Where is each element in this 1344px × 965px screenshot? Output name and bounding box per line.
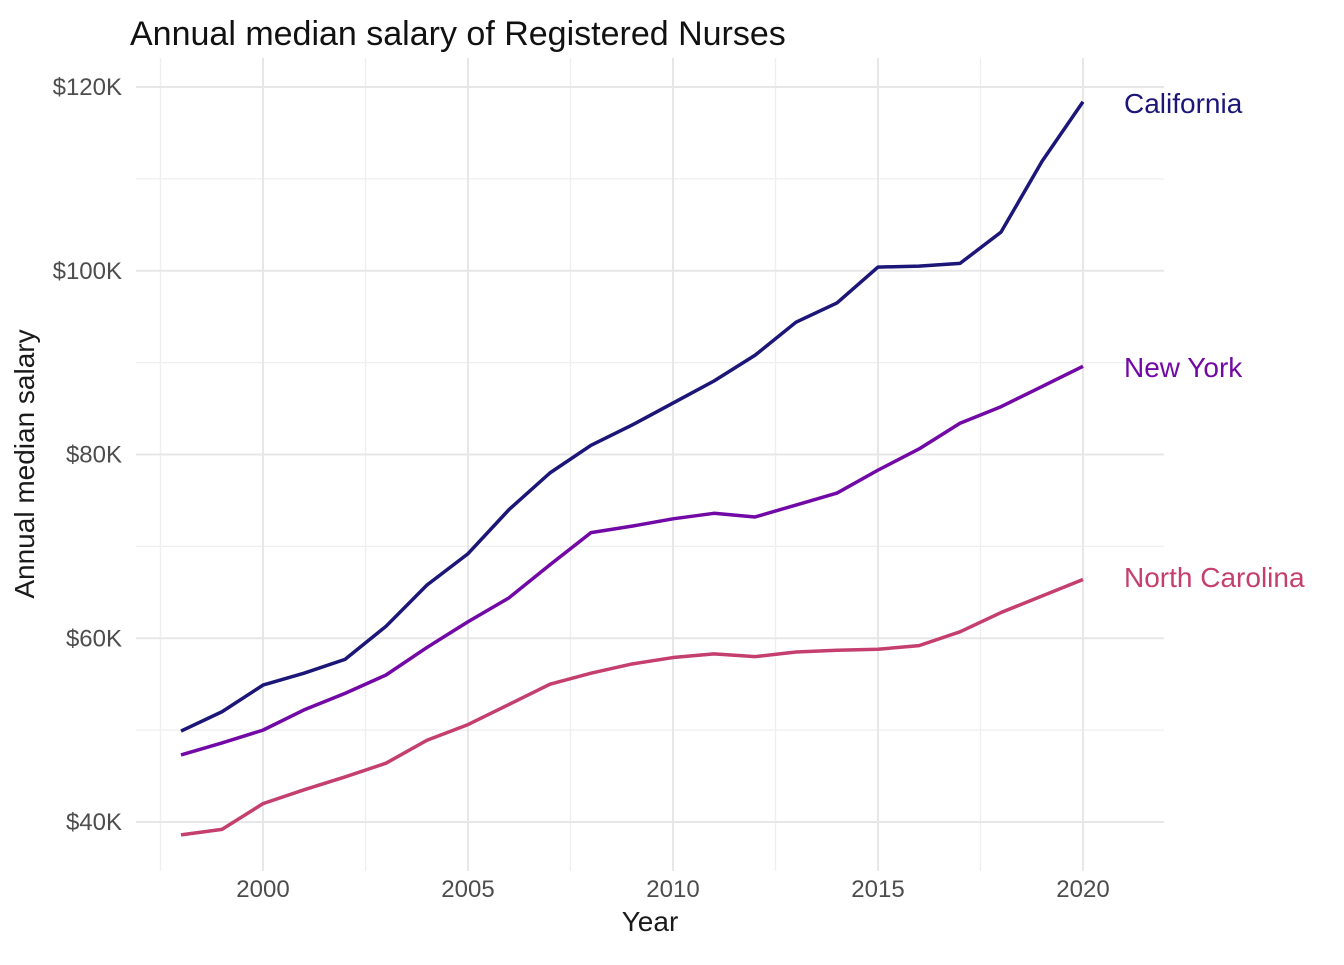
x-tick-label: 2010 [646,876,699,903]
series-line-north-carolina [180,577,1084,837]
y-tick-label: $40K [66,809,122,836]
axis-tick-labels: $40K $60K $80K $100K $120K 2000 2005 2010 2015 20… [53,74,1110,903]
series-line-new-york [180,364,1084,757]
y-axis-title: Annual median salary [9,329,40,598]
series-label-california: California [1124,88,1243,119]
x-axis-title: Year [622,906,679,937]
major-gridlines [136,58,1164,871]
y-tick-label: $100K [53,258,122,285]
x-tick-label: 2005 [441,876,494,903]
x-tick-label: 2020 [1056,876,1109,903]
minor-gridlines [136,58,1164,871]
series-lines [180,100,1085,837]
series-label-new-york: New York [1124,352,1243,383]
x-tick-label: 2000 [236,876,289,903]
series-label-north-carolina: North Carolina [1124,562,1305,593]
y-tick-label: $120K [53,74,122,101]
y-tick-label: $80K [66,442,122,469]
y-tick-label: $60K [66,625,122,652]
x-tick-label: 2015 [851,876,904,903]
series-line-california [180,100,1085,733]
chart-title: Annual median salary of Registered Nurse… [130,15,786,53]
